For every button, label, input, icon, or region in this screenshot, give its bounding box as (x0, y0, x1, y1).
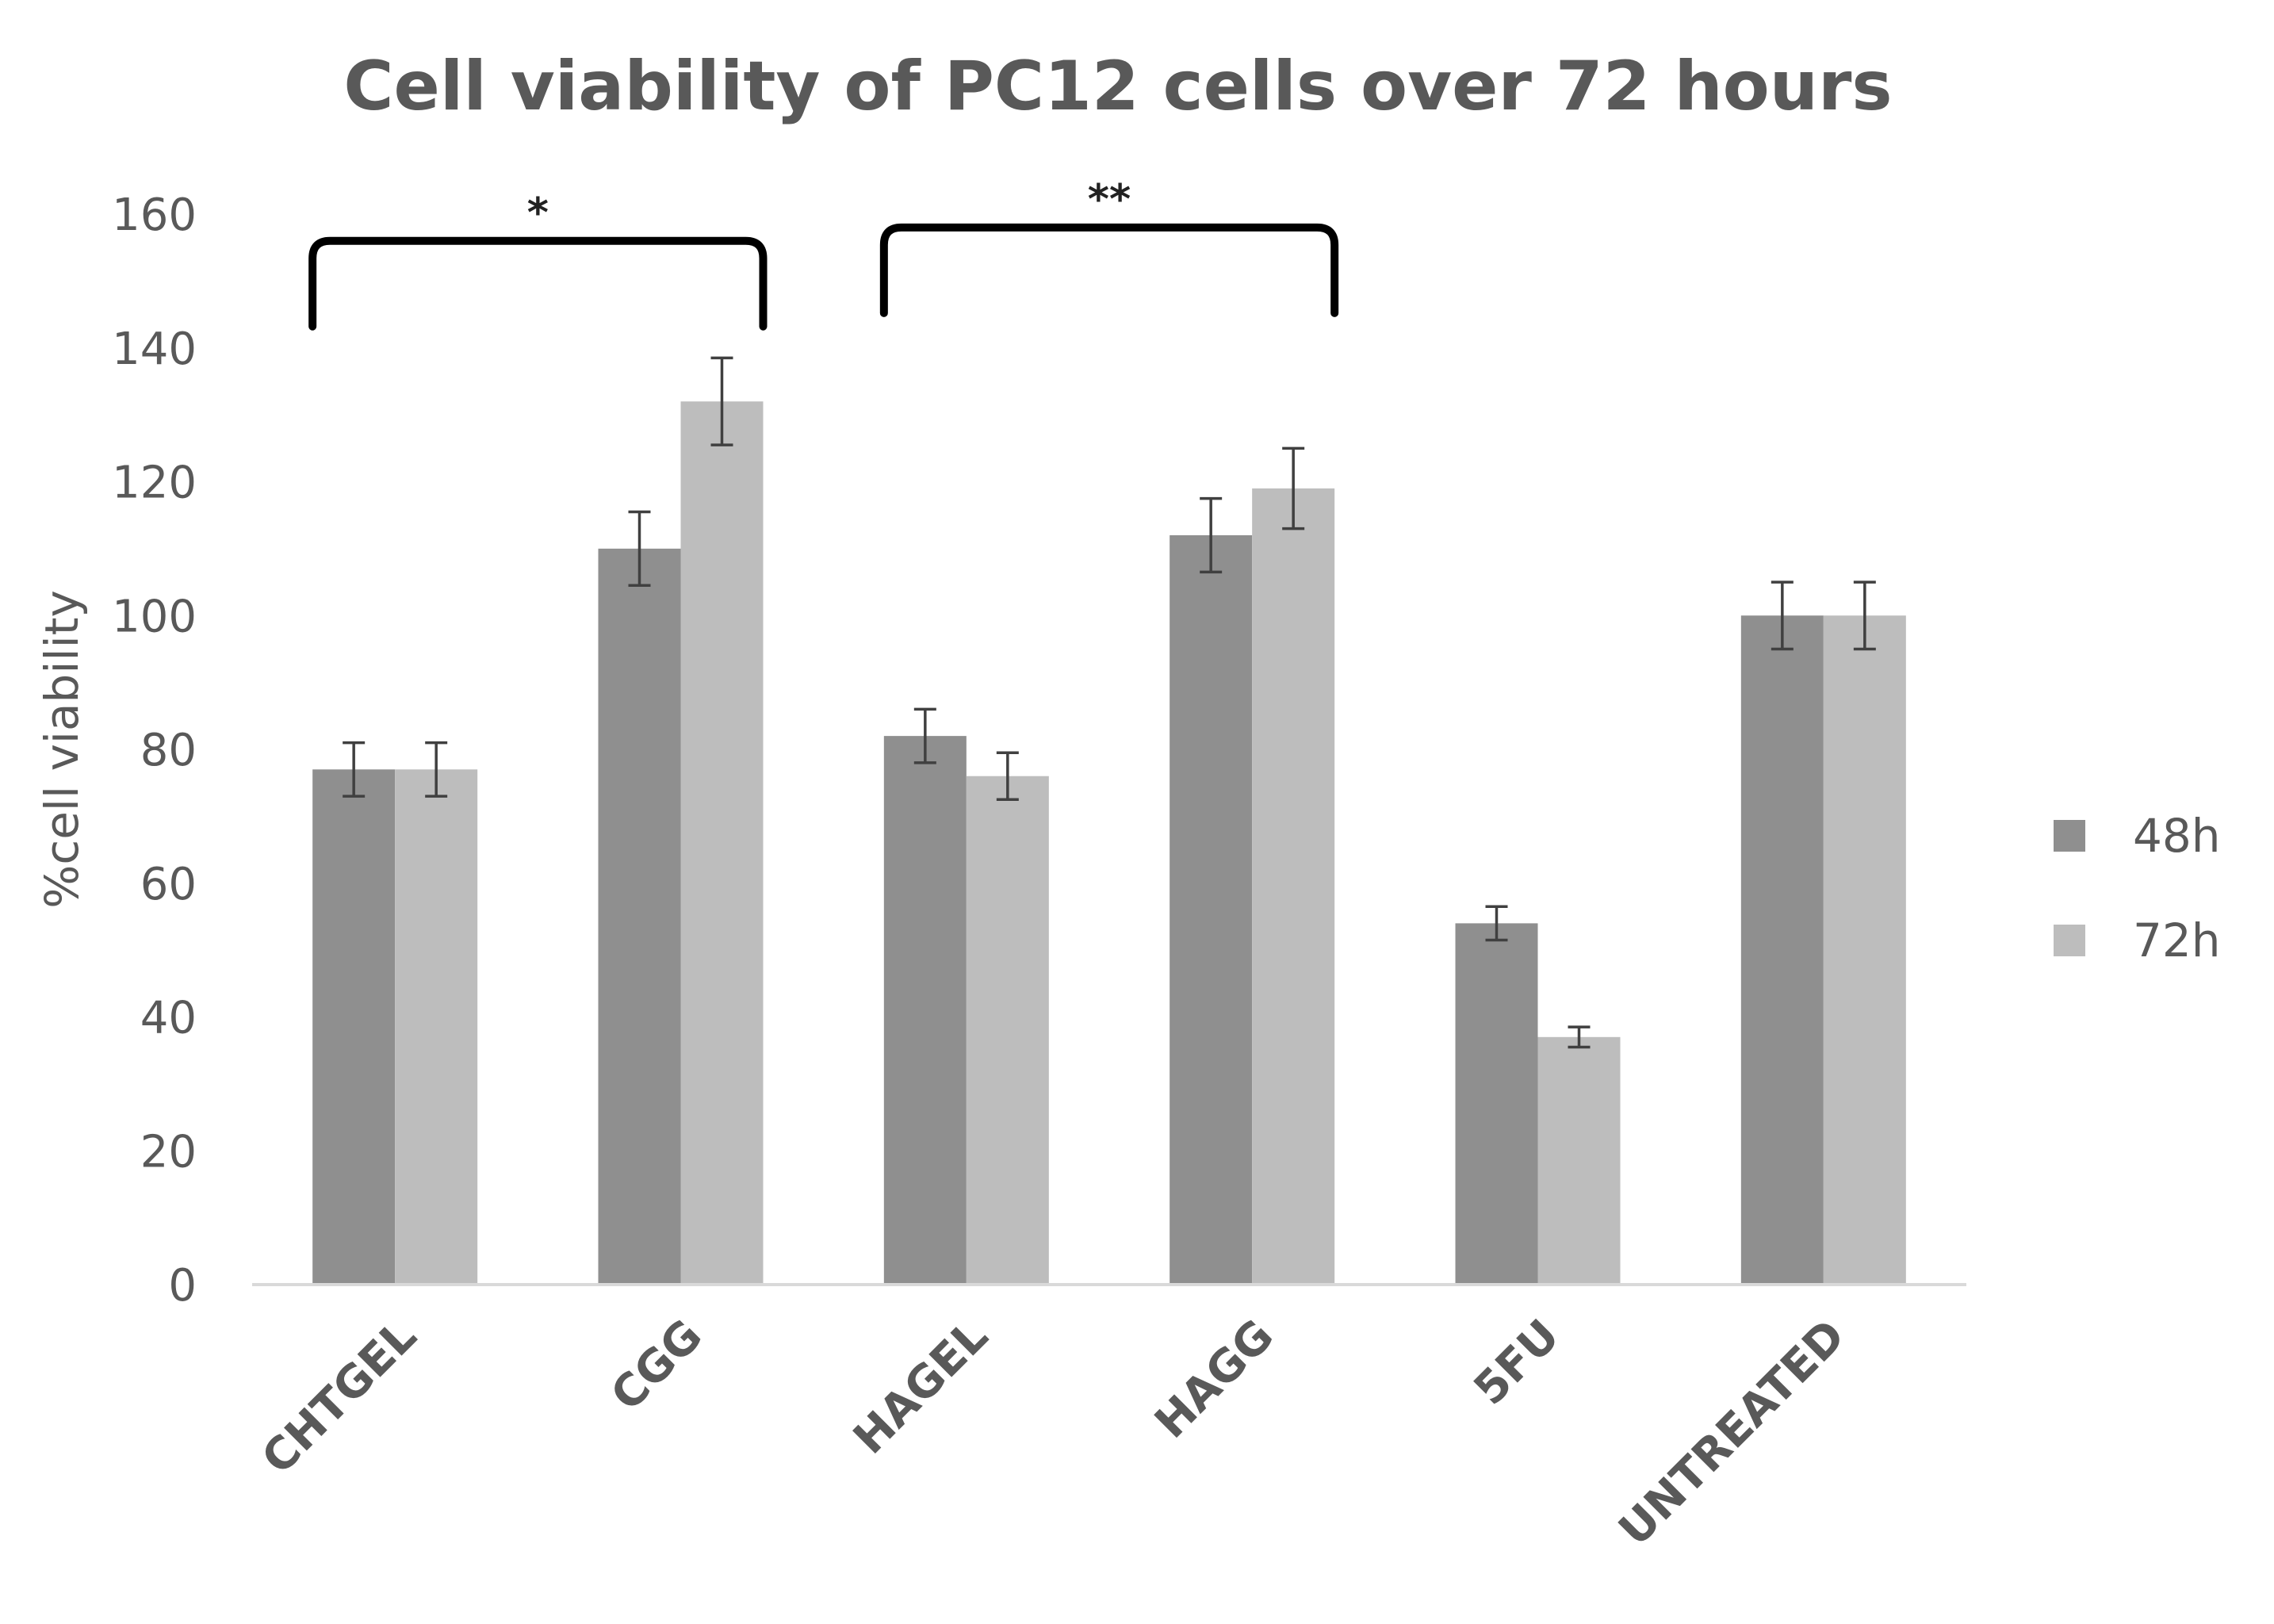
bars-group (312, 401, 1906, 1285)
y-tick-label: 100 (112, 591, 197, 642)
bar-5fu-72h (1537, 1036, 1621, 1285)
significance-bracket-1 (308, 236, 768, 331)
error-bar-chtgel-48h (343, 741, 366, 798)
category-label-cgg: CGG (601, 1310, 712, 1421)
error-bar-hagel-72h (996, 751, 1019, 802)
y-tick-label: 40 (140, 993, 197, 1044)
error-bar-hagg-72h (1282, 446, 1305, 530)
y-tick-label: 0 (168, 1260, 197, 1312)
error-bar-untreated-48h (1771, 580, 1794, 651)
bar-5fu-48h (1455, 923, 1538, 1285)
y-tick-label: 160 (112, 190, 197, 241)
bar-untreated-48h (1740, 615, 1824, 1285)
category-label-untreated: UNTREATED (1609, 1310, 1855, 1556)
significance-label-1: * (527, 190, 549, 237)
bar-hagg-72h (1252, 488, 1335, 1285)
error-bar-untreated-72h (1853, 580, 1876, 651)
y-tick-label: 60 (140, 859, 197, 910)
significance-brackets: * ** (308, 176, 1339, 331)
error-bar-chtgel-72h (425, 741, 448, 798)
y-tick-label: 140 (112, 324, 197, 375)
error-bars-group (343, 356, 1876, 1049)
y-tick-label: 80 (140, 725, 197, 776)
chart-title: Cell viability of PC12 cells over 72 hou… (343, 47, 1892, 126)
y-axis-ticks: 0 20 40 60 80 100 120 140 160 (112, 190, 197, 1312)
y-axis-label: %cell viability (35, 590, 89, 909)
bar-chtgel-72h (395, 769, 478, 1285)
category-label-5fu: 5FU (1464, 1310, 1570, 1415)
bar-hagel-48h (883, 736, 967, 1285)
legend-swatch-48h (2054, 820, 2085, 852)
bar-cgg-72h (680, 401, 764, 1285)
category-label-hagel: HAGEL (844, 1310, 998, 1465)
error-bar-hagg-48h (1200, 496, 1223, 574)
legend-label-48h: 48h (2133, 809, 2221, 863)
bar-hagg-48h (1170, 535, 1253, 1285)
error-bar-5fu-72h (1568, 1025, 1591, 1049)
error-bar-cgg-72h (710, 356, 733, 446)
legend-swatch-72h (2054, 925, 2085, 956)
error-bar-cgg-48h (628, 510, 651, 588)
bar-untreated-72h (1823, 615, 1906, 1285)
error-bar-5fu-48h (1485, 905, 1508, 942)
bar-cgg-48h (598, 548, 681, 1285)
y-tick-label: 20 (140, 1126, 197, 1178)
significance-bracket-2 (879, 223, 1339, 317)
bar-hagel-72h (966, 776, 1049, 1285)
legend-label-72h: 72h (2133, 914, 2221, 967)
category-label-chtgel: CHTGEL (252, 1310, 427, 1484)
category-labels: CHTGEL CGG HAGEL HAGG 5FU UNTREATED (252, 1310, 1855, 1556)
bar-chtgel-48h (312, 769, 396, 1285)
y-tick-label: 120 (112, 458, 197, 509)
legend: 48h 72h (2054, 809, 2221, 967)
significance-label-2: ** (1088, 176, 1131, 224)
category-label-hagg: HAGG (1145, 1310, 1284, 1449)
error-bar-hagel-48h (913, 707, 936, 764)
